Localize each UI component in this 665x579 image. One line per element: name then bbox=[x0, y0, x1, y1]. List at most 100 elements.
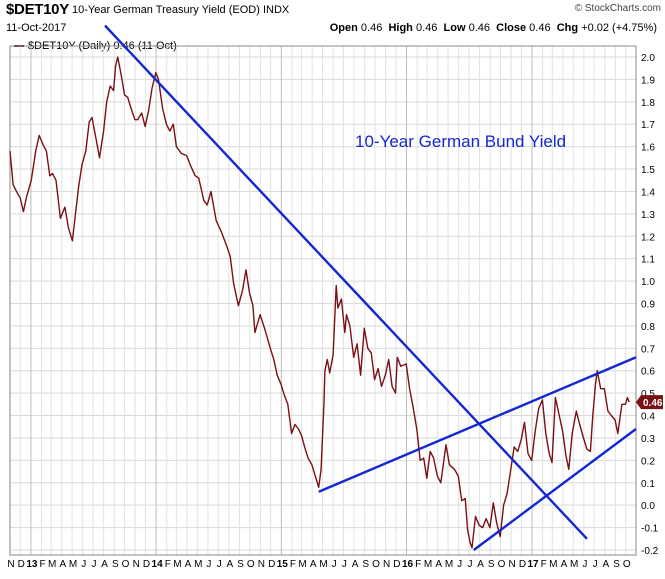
x-tick-label: M bbox=[319, 559, 327, 570]
x-tick-label: D bbox=[393, 559, 400, 570]
trendline bbox=[104, 24, 588, 540]
x-tick-label: A bbox=[561, 559, 568, 570]
x-tick-label: 14 bbox=[152, 559, 164, 570]
x-tick-label: J bbox=[342, 559, 347, 570]
y-tick-label: 0.9 bbox=[641, 300, 655, 311]
x-tick-label: J bbox=[332, 559, 337, 570]
y-tick-label: -0.1 bbox=[641, 524, 659, 535]
x-tick-label: S bbox=[613, 559, 620, 570]
y-tick-label: 0.0 bbox=[641, 501, 655, 512]
x-tick-label: N bbox=[258, 559, 265, 570]
x-tick-label: 16 bbox=[402, 559, 414, 570]
y-tick-label: 1.2 bbox=[641, 232, 655, 243]
close-value: 0.46 bbox=[529, 22, 551, 34]
x-tick-label: O bbox=[498, 559, 506, 570]
x-tick-label: M bbox=[424, 559, 432, 570]
open-value: 0.46 bbox=[360, 22, 383, 34]
trendline-layer bbox=[104, 24, 637, 551]
x-tick-label: J bbox=[582, 559, 587, 570]
x-tick-label: A bbox=[352, 559, 359, 570]
x-tick-label: S bbox=[112, 559, 119, 570]
x-tick-label: O bbox=[122, 559, 130, 570]
chg-label: Chg bbox=[556, 22, 579, 34]
x-tick-label: F bbox=[415, 559, 421, 570]
x-tick-label: O bbox=[623, 559, 631, 570]
grid bbox=[9, 46, 636, 555]
x-tick-label: 15 bbox=[277, 559, 289, 570]
y-tick-label: 1.7 bbox=[641, 120, 655, 131]
high-label: High bbox=[388, 22, 413, 34]
x-tick-label: A bbox=[435, 559, 442, 570]
chart-date: 11-Oct-2017 bbox=[6, 22, 67, 34]
y-tick-label: -0.2 bbox=[641, 546, 659, 557]
x-tick-label: M bbox=[69, 559, 77, 570]
x-tick-label: M bbox=[445, 559, 453, 570]
ticker-description: 10-Year German Treasury Yield (EOD) INDX bbox=[72, 4, 290, 16]
chg-value: +0.02 (+4.75%) bbox=[581, 22, 657, 34]
x-tick-label: A bbox=[59, 559, 66, 570]
y-tick-label: 1.5 bbox=[641, 165, 655, 176]
x-tick-label: M bbox=[549, 559, 557, 570]
x-tick-label: A bbox=[101, 559, 108, 570]
x-tick-label: N bbox=[133, 559, 140, 570]
x-tick-label: A bbox=[185, 559, 192, 570]
x-tick-label: M bbox=[570, 559, 578, 570]
x-tick-label: F bbox=[40, 559, 46, 570]
low-label: Low bbox=[443, 22, 466, 34]
x-tick-label: O bbox=[247, 559, 255, 570]
x-tick-label: S bbox=[237, 559, 244, 570]
x-tick-label: J bbox=[217, 559, 222, 570]
x-tick-label: O bbox=[372, 559, 380, 570]
x-tick-label: J bbox=[467, 559, 472, 570]
x-tick-label: F bbox=[165, 559, 171, 570]
x-tick-label: D bbox=[519, 559, 526, 570]
plot-frame bbox=[9, 45, 637, 556]
trendline bbox=[318, 356, 637, 493]
ticker-symbol: $DET10Y bbox=[6, 1, 69, 18]
open-label: Open bbox=[329, 22, 358, 34]
y-tick-label: 0.1 bbox=[641, 479, 655, 490]
ohlc-readout: Open 0.46 High 0.46 Low 0.46 Close 0.46 … bbox=[330, 22, 657, 34]
x-tick-label: A bbox=[227, 559, 234, 570]
x-tick-label: A bbox=[477, 559, 484, 570]
x-tick-label: J bbox=[81, 559, 86, 570]
x-tick-label: J bbox=[206, 559, 211, 570]
y-tick-label: 1.1 bbox=[641, 255, 655, 266]
y-tick-label: 1.9 bbox=[641, 75, 655, 86]
x-tick-label: F bbox=[290, 559, 296, 570]
chart-title: 10-Year German Bund Yield bbox=[355, 132, 566, 151]
x-tick-label: N bbox=[7, 559, 14, 570]
x-tick-label: A bbox=[310, 559, 317, 570]
last-value-badge: 0.46 bbox=[636, 395, 663, 410]
x-tick-label: N bbox=[383, 559, 390, 570]
x-tick-label: J bbox=[92, 559, 97, 570]
y-tick-label: 0.4 bbox=[641, 412, 655, 423]
x-tick-label: D bbox=[18, 559, 25, 570]
trendline bbox=[473, 428, 637, 551]
x-tick-label: M bbox=[48, 559, 56, 570]
y-tick-label: 1.6 bbox=[641, 143, 655, 154]
x-tick-label: J bbox=[457, 559, 462, 570]
high-value: 0.46 bbox=[415, 22, 438, 34]
x-tick-label: M bbox=[194, 559, 202, 570]
x-tick-label: S bbox=[488, 559, 495, 570]
x-axis-ticks: N D 13 F M A M J J A S O N D 14 F M A M J J A S O N D 15 F M A M J J A S O N… bbox=[7, 559, 630, 570]
y-tick-label: 0.6 bbox=[641, 367, 655, 378]
x-tick-label: 17 bbox=[528, 559, 540, 570]
brand-watermark: © StockCharts.com bbox=[574, 3, 661, 14]
y-axis-ticks: -0.2 -0.1 0.0 0.1 0.2 0.3 0.4 0.5 0.6 0.7 0.8 0.9 1.… bbox=[641, 53, 659, 557]
y-tick-label: 0.2 bbox=[641, 456, 655, 467]
series-layer bbox=[9, 56, 630, 549]
last-value-tag bbox=[636, 395, 663, 410]
yield-series-line bbox=[9, 56, 630, 549]
x-tick-label: M bbox=[173, 559, 181, 570]
chart-header: $DET10Y 10-Year German Treasury Yield (E… bbox=[0, 0, 665, 44]
y-tick-label: 0.8 bbox=[641, 322, 655, 333]
x-tick-label: M bbox=[298, 559, 306, 570]
y-tick-label: 0.3 bbox=[641, 434, 655, 445]
x-tick-label: J bbox=[593, 559, 598, 570]
x-tick-label: D bbox=[143, 559, 150, 570]
last-value-text: 0.46 bbox=[643, 398, 663, 409]
x-tick-label: A bbox=[602, 559, 609, 570]
